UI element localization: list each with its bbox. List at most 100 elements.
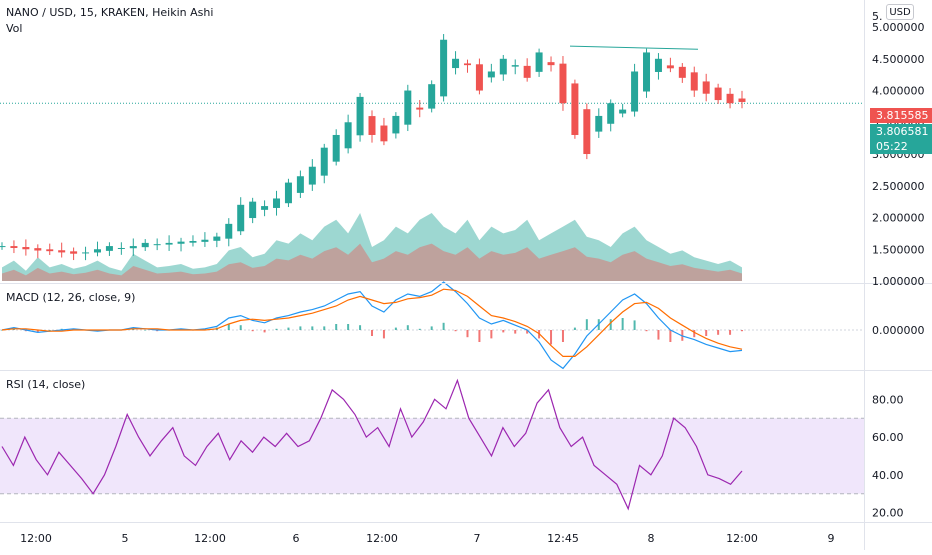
candle-body — [177, 241, 185, 244]
macd-histogram-bar — [287, 327, 290, 330]
candle-body — [428, 84, 436, 109]
candle-body — [404, 90, 412, 125]
candle-body — [631, 71, 639, 112]
currency-button[interactable]: USD — [886, 4, 914, 20]
signal-line — [1, 288, 743, 357]
candle-body — [678, 66, 686, 78]
macd-histogram-bar — [382, 330, 385, 339]
macd-histogram-bar — [251, 330, 254, 332]
candle-body — [368, 116, 376, 135]
x-tick-label: 12:00 — [194, 532, 226, 545]
candle-body — [475, 64, 483, 91]
macd-histogram-bar — [335, 324, 338, 330]
candle-body — [416, 107, 424, 110]
x-tick-label: 7 — [474, 532, 481, 545]
x-tick-label: 12:00 — [726, 532, 758, 545]
macd-histogram-bar — [478, 330, 481, 342]
price-tick-label: 4.500000 — [872, 53, 925, 66]
macd-histogram-bar — [514, 330, 517, 334]
rsi-pane[interactable] — [0, 378, 864, 511]
candle-body — [296, 176, 304, 193]
candle-body — [583, 109, 591, 155]
macd-histogram-bar — [48, 330, 51, 331]
x-tick-label: 12:00 — [366, 532, 398, 545]
symbol-label: NANO / USD, 15, KRAKEN, Heikin Ashi — [6, 6, 214, 19]
candle-body — [547, 62, 555, 66]
macd-histogram-bar — [1, 330, 3, 331]
candle-body — [487, 71, 495, 78]
rsi-tick-label: 60.00 — [872, 431, 904, 444]
macd-histogram-bar — [239, 325, 242, 330]
candle-body — [702, 81, 710, 94]
candle-body — [249, 201, 257, 219]
x-tick-label: 5 — [122, 532, 129, 545]
macd-histogram-bar — [502, 330, 505, 333]
candle-body — [440, 39, 448, 97]
x-tick-label: 8 — [648, 532, 655, 545]
candle-body — [523, 65, 531, 78]
candle-body — [273, 198, 281, 208]
candle-body — [380, 125, 388, 142]
price-tick-label: 2.000000 — [872, 212, 925, 225]
macd-histogram-bar — [323, 326, 326, 330]
x-tick-label: 12:45 — [547, 532, 579, 545]
x-tick-label: 6 — [293, 532, 300, 545]
macd-histogram-bar — [430, 326, 433, 330]
macd-histogram-bar — [609, 319, 612, 330]
macd-histogram-bar — [705, 330, 708, 336]
rsi-label: RSI (14, close) — [6, 378, 86, 391]
candle-body — [559, 63, 567, 104]
candle-body — [105, 246, 113, 251]
candle-body — [571, 83, 579, 135]
candle-body — [690, 72, 698, 91]
candle-body — [82, 252, 90, 254]
macd-histogram-bar — [621, 318, 624, 330]
price-pane[interactable] — [0, 34, 864, 281]
vol-label: Vol — [6, 22, 23, 35]
macd-pane[interactable] — [0, 281, 864, 370]
countdown-tag: 05:22 — [870, 139, 932, 154]
macd-histogram-bar — [36, 330, 39, 333]
candle-body — [535, 52, 543, 72]
prev-price-tag: 3.806581 — [870, 124, 932, 139]
candle-body — [70, 251, 78, 254]
candle-body — [284, 182, 292, 204]
macd-histogram-bar — [741, 330, 743, 332]
candle-body — [452, 58, 460, 69]
trendline — [569, 45, 699, 50]
macd-histogram-bar — [418, 328, 421, 330]
candle-body — [714, 87, 722, 101]
candle-body — [654, 58, 662, 72]
macd-histogram-bar — [156, 330, 159, 332]
rsi-line — [1, 378, 743, 511]
macd-histogram-bar — [227, 324, 230, 330]
price-tick-label: 5. — [872, 10, 883, 23]
macd-histogram-bar — [645, 330, 648, 332]
candle-body — [332, 134, 340, 162]
candle-body — [499, 58, 507, 75]
x-tick-label: 12:00 — [20, 532, 52, 545]
candle-body — [213, 236, 221, 241]
price-tick-label: 2.500000 — [872, 180, 925, 193]
macd-histogram-bar — [693, 330, 696, 338]
macd-histogram-bar — [144, 330, 147, 331]
rsi-band — [0, 418, 864, 494]
macd-histogram-bar — [442, 322, 445, 330]
macd-histogram-bar — [347, 324, 350, 330]
candle-body — [320, 147, 328, 176]
macd-histogram-bar — [657, 330, 660, 340]
price-tick-label: 5.000000 — [872, 21, 925, 34]
candle-body — [225, 223, 233, 239]
rsi-tick-label: 40.00 — [872, 469, 904, 482]
price-tick-label: 1.500000 — [872, 243, 925, 256]
macd-histogram-bar — [299, 326, 302, 330]
macd-histogram-bar — [561, 330, 564, 342]
macd-histogram-bar — [371, 330, 373, 336]
macd-histogram-bar — [490, 330, 493, 339]
candle-body — [392, 115, 400, 134]
last-price-tag: 3.815585 — [870, 108, 932, 123]
macd-histogram-bar — [550, 330, 553, 345]
candle-body — [201, 239, 209, 242]
